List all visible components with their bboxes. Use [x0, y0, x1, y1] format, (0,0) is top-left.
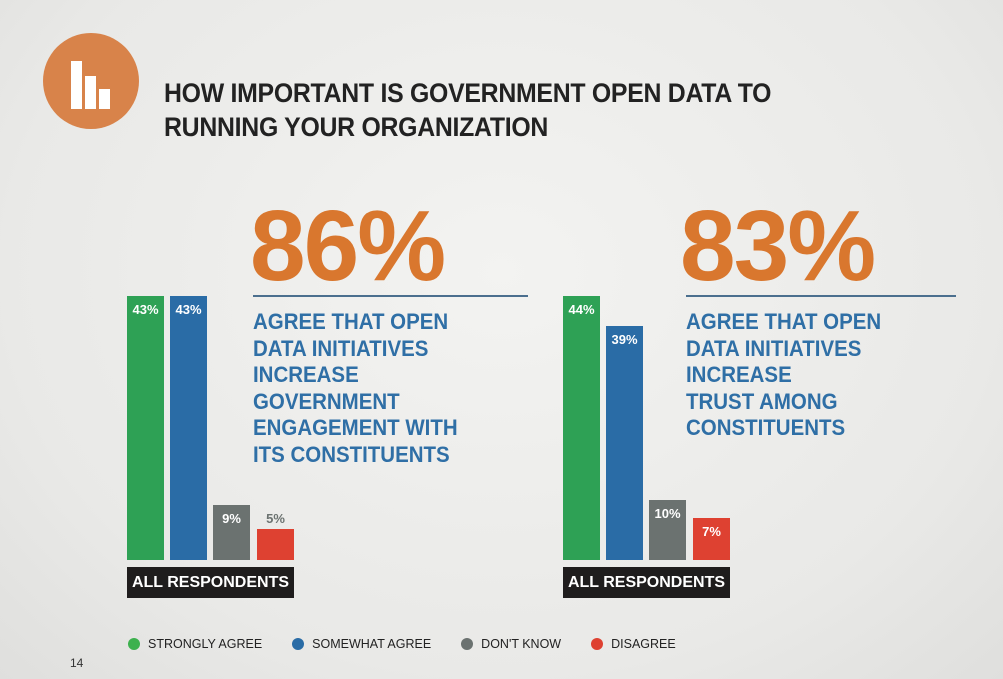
bar-value-label: 10%: [654, 506, 681, 521]
bar-value-label: 43%: [175, 302, 202, 317]
bar-value-label: 43%: [132, 302, 159, 317]
bar-strongly-agree: [127, 296, 164, 560]
legend-label: DISAGREE: [611, 637, 676, 651]
description-line: DATA INITIATIVES: [686, 335, 862, 361]
bar-disagree: [257, 529, 294, 560]
legend: STRONGLY AGREE SOMEWHAT AGREE DON'T KNOW…: [128, 637, 706, 651]
bar-value-label: 7%: [702, 524, 721, 539]
respondents-label-2: ALL RESPONDENTS: [563, 567, 730, 598]
bar-strongly-agree: [563, 296, 600, 560]
bar-chart-1: 43% 43% 9% 5%: [127, 296, 297, 560]
legend-label: STRONGLY AGREE: [148, 637, 263, 651]
bar-dont-know: [649, 500, 686, 560]
legend-dot-icon: [591, 638, 604, 650]
description-line: INCREASE: [686, 362, 792, 387]
description-line: ITS CONSTITUENTS: [253, 441, 450, 467]
bar-dont-know: [213, 505, 250, 560]
divider-rule-1: [253, 295, 528, 297]
description-line: ENGAGEMENT WITH: [253, 415, 458, 440]
legend-item: SOMEWHAT AGREE: [292, 637, 431, 651]
legend-dot-icon: [461, 638, 474, 650]
legend-label: SOMEWHAT AGREE: [312, 637, 432, 651]
bar-value-label: 44%: [568, 302, 595, 317]
bar-chart-icon: [43, 33, 139, 129]
description-line: DATA INITIATIVES: [253, 335, 429, 361]
bar-somewhat-agree: [606, 326, 643, 560]
legend-label: DON'T KNOW: [481, 637, 562, 651]
page-title: HOW IMPORTANT IS GOVERNMENT OPEN DATA TO…: [164, 76, 863, 144]
description-line: TRUST AMONG: [686, 388, 838, 414]
description-line: AGREE THAT OPEN: [686, 309, 882, 334]
bar-value-label: 39%: [611, 332, 638, 347]
description-line: CONSTITUENTS: [686, 415, 846, 440]
divider-rule-2: [686, 295, 956, 297]
description-1: AGREE THAT OPEN DATA INITIATIVES INCREAS…: [253, 309, 458, 468]
description-line: INCREASE: [253, 362, 359, 387]
legend-dot-icon: [128, 638, 140, 650]
bar-disagree: [693, 518, 730, 560]
page-number: 14: [70, 656, 84, 670]
headline-percent-2: 83%: [680, 190, 876, 302]
bar-value-label: 9%: [222, 511, 241, 526]
description-2: AGREE THAT OPEN DATA INITIATIVES INCREAS…: [686, 309, 881, 442]
title-line-1: HOW IMPORTANT IS GOVERNMENT OPEN DATA TO: [164, 78, 772, 108]
headline-percent-1: 86%: [250, 190, 446, 302]
legend-dot-icon: [292, 638, 305, 650]
bar-somewhat-agree: [170, 296, 207, 560]
legend-item: DON'T KNOW: [461, 637, 561, 651]
respondents-label-1: ALL RESPONDENTS: [127, 567, 294, 598]
description-line: GOVERNMENT: [253, 388, 400, 414]
title-line-2: RUNNING YOUR ORGANIZATION: [164, 112, 549, 142]
bar-value-label: 5%: [266, 511, 285, 526]
description-line: AGREE THAT OPEN: [253, 309, 449, 334]
legend-item: DISAGREE: [591, 637, 676, 651]
legend-item: STRONGLY AGREE: [128, 637, 262, 651]
bar-chart-2: 44% 39% 10% 7%: [563, 296, 733, 560]
